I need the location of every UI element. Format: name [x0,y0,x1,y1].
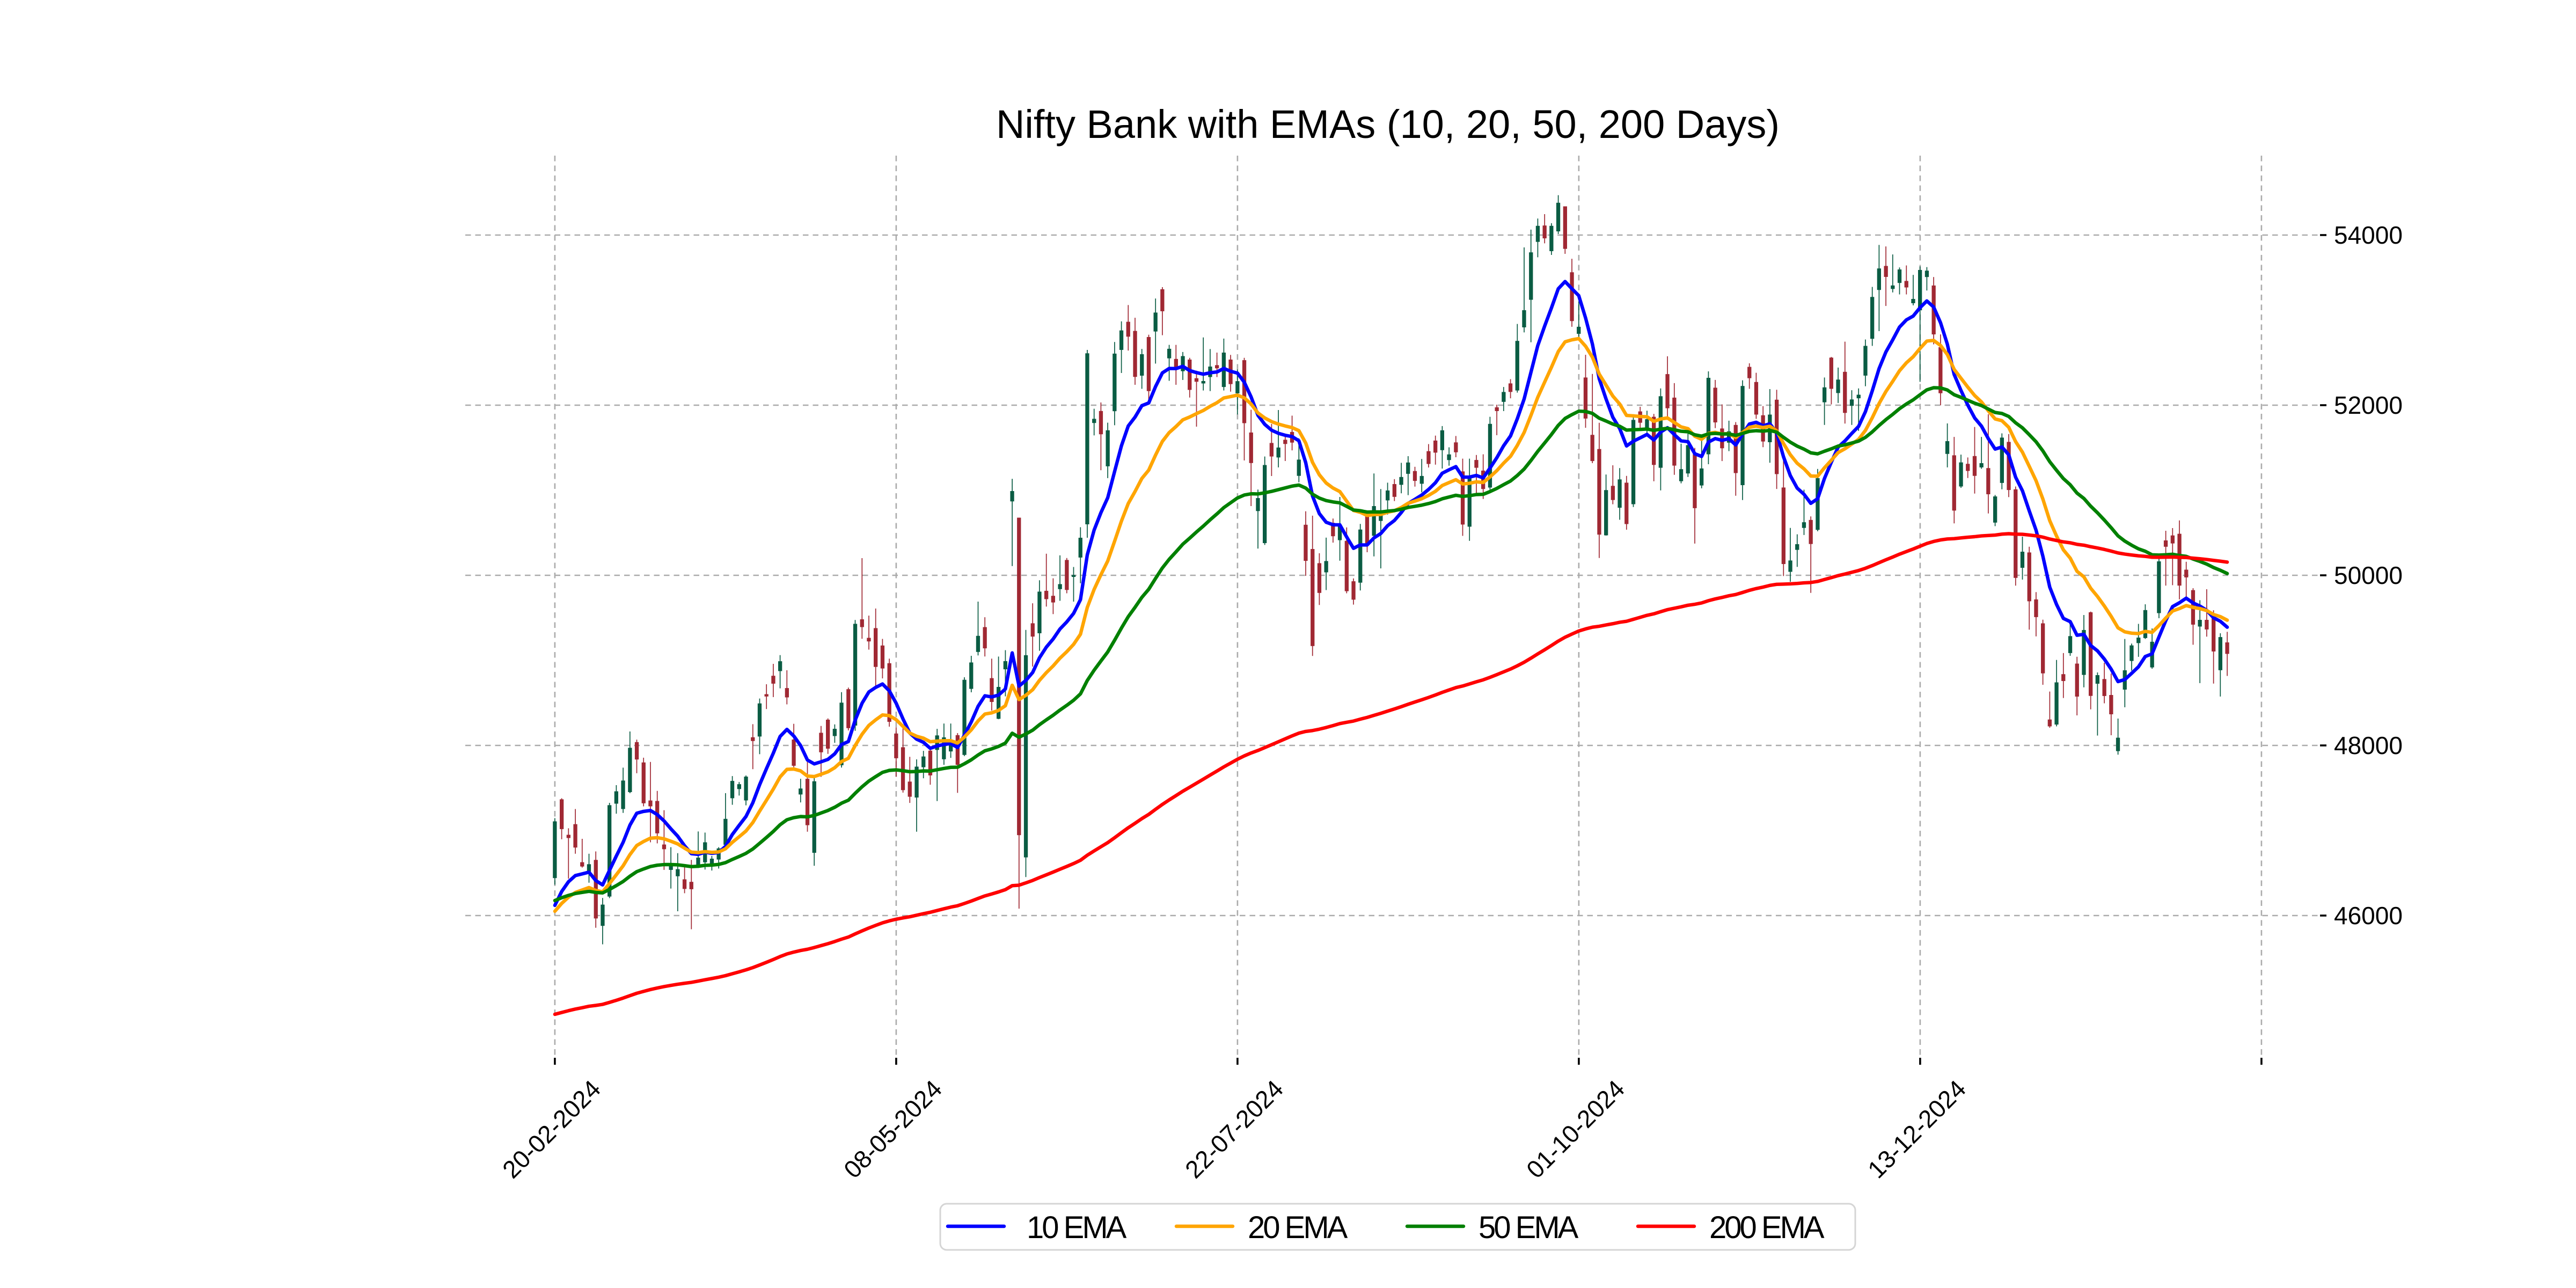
svg-text:46000: 46000 [2334,902,2403,930]
svg-text:50000: 50000 [2334,561,2403,589]
svg-text:Nifty Bank with EMAs (10, 20,: Nifty Bank with EMAs (10, 20, 50, 200 Da… [996,102,1780,147]
svg-text:10 EMA: 10 EMA [1027,1210,1127,1245]
svg-text:20 EMA: 20 EMA [1248,1210,1348,1245]
svg-text:200 EMA: 200 EMA [1709,1210,1825,1245]
svg-text:54000: 54000 [2334,221,2403,249]
svg-text:48000: 48000 [2334,731,2403,759]
svg-text:52000: 52000 [2334,391,2403,419]
svg-text:50 EMA: 50 EMA [1479,1210,1579,1245]
